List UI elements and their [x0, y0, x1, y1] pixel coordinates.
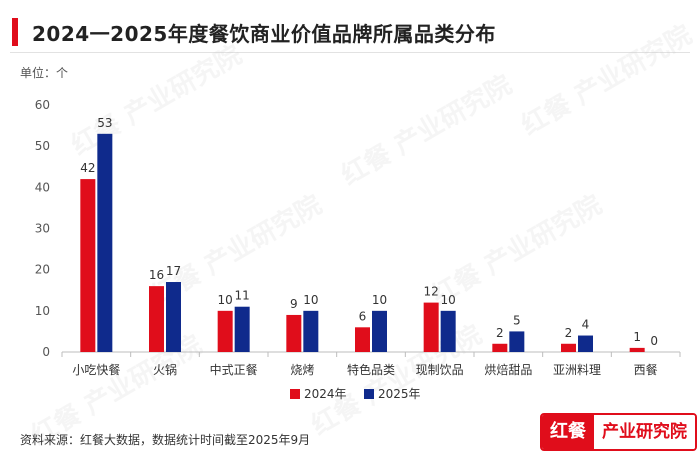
title-accent-bar [12, 18, 18, 46]
x-tick-label: 特色品类 [347, 362, 395, 377]
bar [578, 335, 593, 352]
bar [372, 310, 387, 352]
y-tick-label: 40 [35, 180, 50, 194]
data-label: 42 [80, 161, 95, 175]
bar [80, 179, 96, 352]
data-label: 10 [441, 293, 456, 307]
source-note: 资料来源：红餐大数据，数据统计时间截至2025年9月 [20, 433, 311, 447]
y-tick-label: 0 [42, 345, 50, 359]
x-tick-label: 烘焙甜品 [484, 362, 532, 377]
legend-swatch [290, 389, 300, 399]
x-tick-label: 亚洲料理 [553, 363, 601, 377]
data-label: 6 [359, 309, 367, 323]
y-tick-label: 30 [35, 222, 50, 236]
data-label: 4 [582, 318, 590, 332]
y-tick-label: 50 [35, 139, 50, 153]
x-tick-label: 西餐 [634, 362, 658, 377]
legend-label: 2024年 [304, 387, 347, 401]
data-label: 12 [424, 285, 439, 299]
data-label: 10 [218, 293, 233, 307]
bar [166, 282, 181, 352]
bar [149, 286, 164, 352]
data-label: 5 [513, 313, 521, 327]
data-label: 0 [650, 334, 658, 348]
x-tick-label: 火锅 [153, 362, 177, 377]
legend-label: 2025年 [378, 387, 421, 401]
y-tick-label: 10 [35, 304, 50, 318]
bar [286, 314, 302, 352]
x-tick-label: 现制饮品 [416, 363, 464, 377]
brand-logo-left: 红餐 [542, 415, 594, 449]
title-bar: 2024一2025年度餐饮商业价值品牌所属品类分布 [10, 10, 690, 53]
legend-swatch [364, 389, 374, 399]
data-label: 2 [496, 326, 504, 340]
data-label: 10 [372, 293, 387, 307]
brand-logo-right: 产业研究院 [594, 415, 695, 449]
y-tick-label: 20 [35, 263, 50, 277]
bar [440, 310, 456, 352]
bar [97, 133, 113, 352]
data-label: 16 [149, 268, 164, 282]
bar [509, 331, 525, 352]
bar [492, 343, 508, 352]
bar [629, 347, 645, 352]
unit-label: 单位：个 [20, 66, 69, 80]
data-label: 17 [166, 264, 181, 278]
x-tick-label: 小吃快餐 [72, 362, 120, 377]
y-tick-label: 60 [35, 98, 50, 112]
x-tick-label: 烧烤 [290, 362, 314, 377]
bar [355, 327, 370, 352]
bar [303, 310, 319, 352]
chart-title: 2024一2025年度餐饮商业价值品牌所属品类分布 [32, 22, 496, 46]
bar [561, 343, 576, 352]
data-label: 53 [97, 116, 112, 130]
data-label: 9 [290, 297, 298, 311]
data-label: 1 [633, 330, 641, 344]
brand-logo: 红餐 产业研究院 [540, 413, 697, 451]
bar [234, 306, 250, 352]
bar [217, 310, 233, 352]
data-label: 11 [235, 289, 250, 303]
data-label: 10 [303, 293, 318, 307]
x-tick-label: 中式正餐 [210, 362, 258, 377]
bar [423, 302, 439, 352]
data-label: 2 [565, 326, 573, 340]
